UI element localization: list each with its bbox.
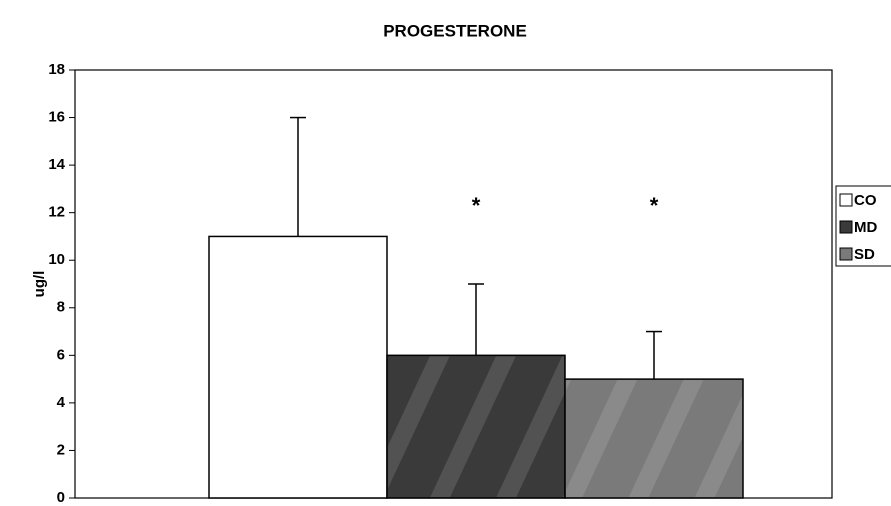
chart-title: PROGESTERONE (383, 21, 527, 40)
significance-marker: * (472, 193, 481, 218)
legend-swatch (839, 247, 853, 261)
y-tick-label: 2 (57, 441, 65, 458)
y-tick-label: 10 (48, 251, 65, 268)
y-axis-label: ug/l (31, 271, 48, 298)
legend-swatch (839, 220, 853, 234)
y-tick-label: 16 (48, 109, 65, 126)
legend-label: MD (854, 219, 877, 236)
legend-label: CO (854, 192, 877, 209)
y-tick-label: 12 (48, 204, 65, 221)
legend-swatch (839, 193, 853, 207)
significance-marker: * (650, 193, 659, 218)
y-tick-label: 4 (57, 394, 66, 411)
legend-label: SD (854, 246, 875, 263)
y-tick-label: 14 (48, 156, 65, 173)
y-tick-label: 6 (57, 346, 65, 363)
y-tick-label: 8 (57, 299, 65, 316)
bar-texture (388, 356, 564, 497)
bar-texture (566, 380, 742, 497)
y-tick-label: 0 (57, 489, 65, 506)
y-tick-label: 18 (48, 61, 65, 78)
bar (208, 235, 388, 499)
